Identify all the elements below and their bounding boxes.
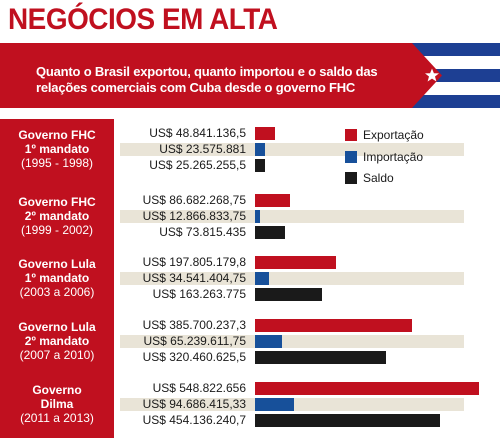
data-label: US$ 94.686.415,33	[142, 397, 246, 411]
star-icon	[425, 68, 439, 82]
data-label: US$ 548.822.656	[152, 381, 246, 395]
bar-exportao	[255, 256, 336, 269]
legend-item-exportacao: Exportação	[345, 127, 485, 143]
bar-importao	[255, 210, 261, 223]
category-name: 2º mandato	[24, 334, 90, 348]
bar-exportao	[255, 319, 413, 332]
data-label: US$ 320.460.625,5	[142, 350, 246, 364]
data-label: US$ 385.700.237,3	[142, 318, 246, 332]
data-label: US$ 23.575.881	[159, 142, 246, 156]
category-name: Governo FHC	[18, 195, 96, 209]
data-label: US$ 25.265.255,5	[149, 158, 246, 172]
legend-item-importacao: Importação	[345, 149, 485, 165]
page-title: NEGÓCIOS EM ALTA	[8, 3, 278, 36]
legend-swatch-importacao	[345, 151, 357, 163]
data-label: US$ 454.136.240,7	[142, 413, 246, 427]
bar-exportao	[255, 382, 479, 395]
data-label: US$ 12.866.833,75	[142, 209, 246, 223]
legend-label: Saldo	[363, 171, 394, 185]
category-panel	[0, 119, 114, 438]
category-name: Governo FHC	[18, 128, 96, 142]
category-label: Governo FHC 1º mandato (1995 - 1998)	[0, 128, 114, 170]
chart-subtitle: Quanto o Brasil exportou, quanto importo…	[36, 64, 416, 96]
bar-importao	[255, 398, 294, 411]
data-label: US$ 73.815.435	[159, 225, 246, 239]
bar-saldo	[255, 414, 441, 427]
category-label: Governo FHC 2º mandato (1999 - 2002)	[0, 195, 114, 237]
bar-importao	[255, 143, 265, 156]
row-band	[120, 272, 464, 285]
legend-swatch-saldo	[345, 172, 357, 184]
legend-swatch-exportacao	[345, 129, 357, 141]
legend-item-saldo: Saldo	[345, 170, 485, 186]
row-band	[120, 335, 464, 348]
subtitle-line-2: relações comerciais com Cuba desde o gov…	[36, 80, 356, 95]
data-label: US$ 65.239.611,75	[143, 334, 246, 348]
bar-importao	[255, 335, 282, 348]
bar-saldo	[255, 226, 286, 239]
category-years: (2003 a 2006)	[19, 285, 95, 299]
bar-saldo	[255, 159, 266, 172]
data-label: US$ 48.841.136,5	[149, 126, 246, 140]
flag-triangle	[412, 43, 442, 108]
category-years: (1995 - 1998)	[20, 156, 94, 170]
data-label: US$ 86.682.268,75	[142, 193, 246, 207]
bar-exportao	[255, 127, 275, 140]
category-name: Governo Lula	[18, 257, 96, 271]
category-name: 1º mandato	[24, 142, 90, 156]
data-label: US$ 34.541.404,75	[142, 271, 246, 285]
bar-exportao	[255, 194, 291, 207]
category-label: Governo Lula 2º mandato (2007 a 2010)	[0, 320, 114, 362]
category-label: Governo Dilma (2011 a 2013)	[0, 383, 114, 425]
legend-label: Exportação	[363, 128, 424, 142]
category-label: Governo Lula 1º mandato (2003 a 2006)	[0, 257, 114, 299]
subtitle-line-1: Quanto o Brasil exportou, quanto importo…	[36, 64, 378, 79]
category-name: Governo	[32, 383, 82, 397]
row-band	[120, 210, 464, 223]
data-label: US$ 163.263.775	[152, 287, 246, 301]
bar-saldo	[255, 351, 386, 364]
flag-stripe	[412, 43, 500, 56]
row-band	[120, 143, 464, 156]
bar-saldo	[255, 288, 322, 301]
legend-label: Importação	[363, 150, 424, 164]
cuba-flag	[412, 43, 500, 108]
category-years: (2011 a 2013)	[20, 411, 94, 425]
category-name: Governo Lula	[18, 320, 96, 334]
category-name: 2º mandato	[24, 209, 90, 223]
flag-stripe	[412, 95, 500, 108]
category-name: 1º mandato	[24, 271, 90, 285]
data-label: US$ 197.805.179,8	[142, 255, 246, 269]
category-years: (1999 - 2002)	[20, 223, 94, 237]
category-years: (2007 a 2010)	[19, 348, 95, 362]
category-name: Dilma	[40, 397, 74, 411]
bar-importao	[255, 272, 270, 285]
